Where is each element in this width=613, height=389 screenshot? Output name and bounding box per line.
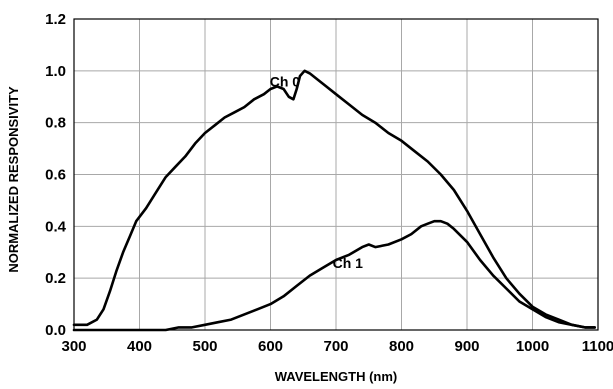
x-axis-title: WAVELENGTH (nm) (275, 369, 398, 384)
y-tick-label: 0.6 (45, 167, 66, 184)
y-axis-title: NORMALIZED RESPONSIVITY (6, 86, 21, 273)
x-tick-label: 500 (192, 338, 217, 355)
x-axis-ticks: 300 400 500 600 700 800 900 1000 1100 (61, 338, 613, 355)
grid (73, 18, 599, 331)
plot-frame (73, 18, 599, 331)
x-tick-label: 800 (389, 338, 414, 355)
y-tick-label: 0.4 (45, 218, 67, 235)
series-lines (72, 69, 596, 332)
x-tick-label: 1000 (516, 338, 549, 355)
x-tick-label: 900 (454, 338, 479, 355)
x-tick-label: 300 (61, 338, 86, 355)
y-tick-label: 0.2 (45, 270, 66, 287)
y-tick-label: 1.0 (45, 63, 66, 80)
series-line-ch-0 (72, 69, 596, 329)
x-tick-label: 400 (127, 338, 152, 355)
x-tick-label: 600 (258, 338, 283, 355)
y-tick-label: 1.2 (45, 11, 66, 28)
series-label-ch-1: Ch 1 (333, 255, 364, 271)
series-line-ch-1 (72, 219, 596, 332)
y-axis-ticks: 0.0 0.2 0.4 0.6 0.8 1.0 1.2 (45, 11, 67, 339)
y-tick-label: 0.0 (45, 322, 66, 339)
series-label-ch-0: Ch 0 (270, 73, 301, 89)
x-tick-label: 1100 (582, 338, 613, 355)
x-tick-label: 700 (323, 338, 348, 355)
series-labels: Ch 0 Ch 1 (270, 73, 363, 270)
y-tick-label: 0.8 (45, 115, 66, 132)
